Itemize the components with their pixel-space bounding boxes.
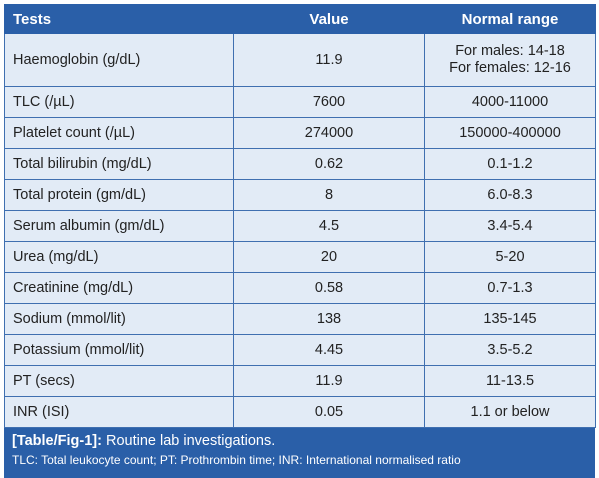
caption: [Table/Fig-1]: Routine lab investigation… — [4, 428, 595, 478]
table-cell: 0.05 — [233, 396, 425, 428]
table-row: Haemoglobin (g/dL) 11.9 For males: 14-18 Fo… — [4, 33, 596, 87]
table-row: TLC (/µL) 7600 4000-11000 — [4, 86, 596, 118]
table-cell: 274000 — [233, 117, 425, 149]
caption-note: TLC: Total leukocyte count; PT: Prothrom… — [12, 453, 461, 467]
caption-label: [Table/Fig-1]: — [12, 433, 102, 449]
table-row: Total bilirubin (mg/dL) 0.62 0.1-1.2 — [4, 148, 596, 180]
table-cell: 3.4-5.4 — [424, 210, 596, 242]
table-cell: Sodium (mmol/lit) — [4, 303, 234, 335]
table-cell: 135-145 — [424, 303, 596, 335]
table-cell: 20 — [233, 241, 425, 273]
table-cell: Potassium (mmol/lit) — [4, 334, 234, 366]
table-cell: 11-13.5 — [424, 365, 596, 397]
header-row: Tests Value Normal range — [4, 4, 596, 34]
table-cell: 11.9 — [233, 33, 425, 87]
header-cell: Normal range — [424, 4, 596, 34]
table-cell: Total protein (gm/dL) — [4, 179, 234, 211]
table-cell: 0.1-1.2 — [424, 148, 596, 180]
table-cell: TLC (/µL) — [4, 86, 234, 118]
cell-line: For females: 12-16 — [449, 60, 571, 76]
table-row: Potassium (mmol/lit) 4.45 3.5-5.2 — [4, 334, 596, 366]
table-cell: Total bilirubin (mg/dL) — [4, 148, 234, 180]
table-cell: 0.62 — [233, 148, 425, 180]
table-row: Creatinine (mg/dL) 0.58 0.7-1.3 — [4, 272, 596, 304]
table-cell: 138 — [233, 303, 425, 335]
lab-table: Tests Value Normal range Haemoglobin (g/dL… — [4, 4, 596, 428]
table-cell: Urea (mg/dL) — [4, 241, 234, 273]
table-cell: For males: 14-18 For females: 12-16 — [424, 33, 596, 87]
table-cell: 4.5 — [233, 210, 425, 242]
table-cell: Platelet count (/µL) — [4, 117, 234, 149]
table-cell: Creatinine (mg/dL) — [4, 272, 234, 304]
table-cell: 150000-400000 — [424, 117, 596, 149]
table-cell: 8 — [233, 179, 425, 211]
table-cell: 4000-11000 — [424, 86, 596, 118]
table-row: Sodium (mmol/lit) 138 135-145 — [4, 303, 596, 335]
caption-text: Routine lab investigations. — [105, 433, 276, 449]
table-cell: Haemoglobin (g/dL) — [4, 33, 234, 87]
table-cell: 0.7-1.3 — [424, 272, 596, 304]
table-cell: 3.5-5.2 — [424, 334, 596, 366]
table-row: Urea (mg/dL) 20 5-20 — [4, 241, 596, 273]
table-cell: PT (secs) — [4, 365, 234, 397]
table-row: INR (ISI) 0.05 1.1 or below — [4, 396, 596, 428]
cell-line: For males: 14-18 — [455, 43, 565, 59]
table-cell: 4.45 — [233, 334, 425, 366]
table-cell: 6.0-8.3 — [424, 179, 596, 211]
table-cell: 5-20 — [424, 241, 596, 273]
table-cell: 11.9 — [233, 365, 425, 397]
table-cell: INR (ISI) — [4, 396, 234, 428]
table-body: Haemoglobin (g/dL) 11.9 For males: 14-18 Fo… — [4, 33, 596, 428]
table-row: Serum albumin (gm/dL) 4.5 3.4-5.4 — [4, 210, 596, 242]
table-row: Total protein (gm/dL) 8 6.0-8.3 — [4, 179, 596, 211]
table-cell: 7600 — [233, 86, 425, 118]
header-cell: Tests — [4, 4, 234, 34]
table-cell: Serum albumin (gm/dL) — [4, 210, 234, 242]
table-figure: Tests Value Normal range Haemoglobin (g/dL… — [4, 4, 596, 478]
table-row: PT (secs) 11.9 11-13.5 — [4, 365, 596, 397]
table-row: Platelet count (/µL) 274000 150000-400000 — [4, 117, 596, 149]
table-cell: 0.58 — [233, 272, 425, 304]
table-cell: 1.1 or below — [424, 396, 596, 428]
caption-line: [Table/Fig-1]: Routine lab investigation… — [12, 433, 587, 449]
header-cell: Value — [233, 4, 425, 34]
